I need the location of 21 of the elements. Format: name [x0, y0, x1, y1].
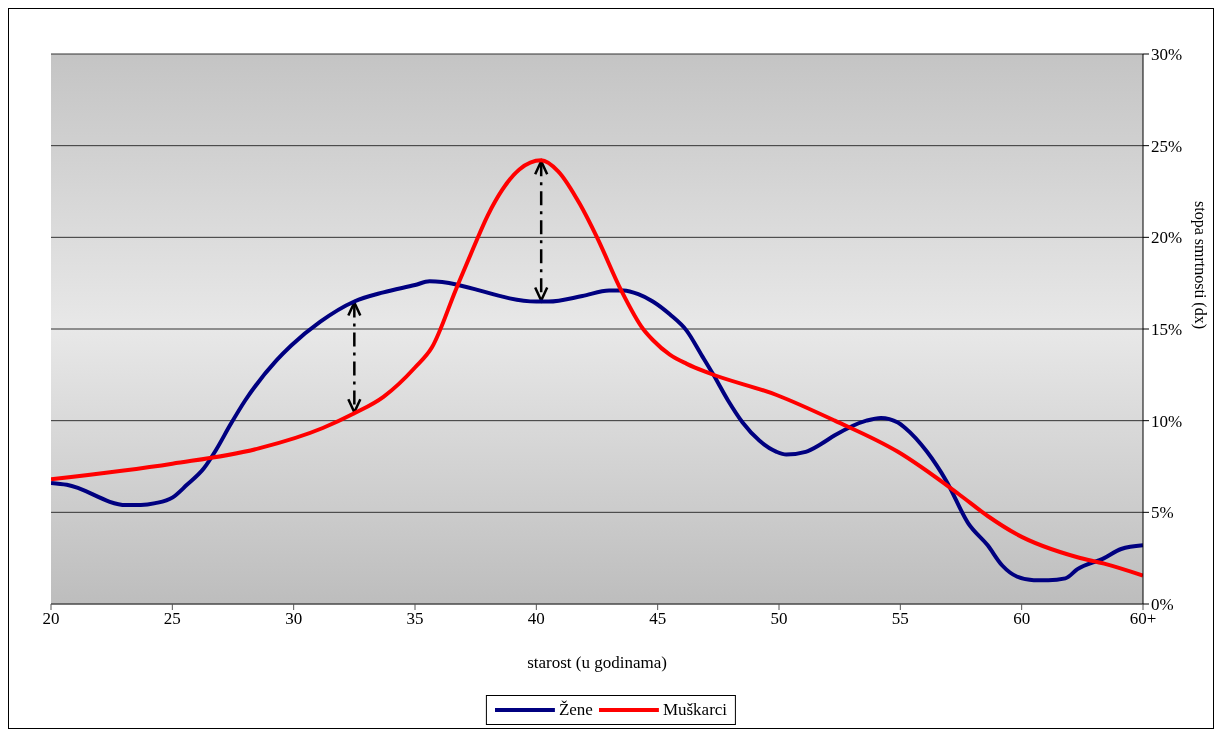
x-tick-label: 35 [406, 609, 424, 629]
legend-label: Muškarci [662, 700, 728, 720]
x-tick-label: 50 [770, 609, 788, 629]
y-axis-title: stopa smrtnosti (dx) [1191, 201, 1210, 329]
x-tick-label: 30 [285, 609, 303, 629]
legend-label: Žene [558, 700, 593, 720]
x-tick-label: 45 [649, 609, 667, 629]
y-tick-label: 10% [1151, 411, 1183, 431]
line-series [51, 158, 1143, 578]
x-tick-label: 25 [163, 609, 181, 629]
x-axis-title: starost (u godinama) [527, 653, 667, 672]
x-tick-label: 40 [527, 609, 545, 629]
y-tick-label: 5% [1151, 503, 1174, 523]
y-tick-label: 15% [1151, 320, 1183, 340]
y-tick-label: 20% [1151, 228, 1183, 248]
line-series [51, 279, 1143, 583]
x-tick-label: 20 [42, 609, 60, 629]
y-tick-label: 25% [1151, 136, 1183, 156]
x-tick-label: 60 [1013, 609, 1031, 629]
y-tick-label: 30% [1151, 45, 1183, 65]
x-tick-label: 55 [891, 609, 909, 629]
